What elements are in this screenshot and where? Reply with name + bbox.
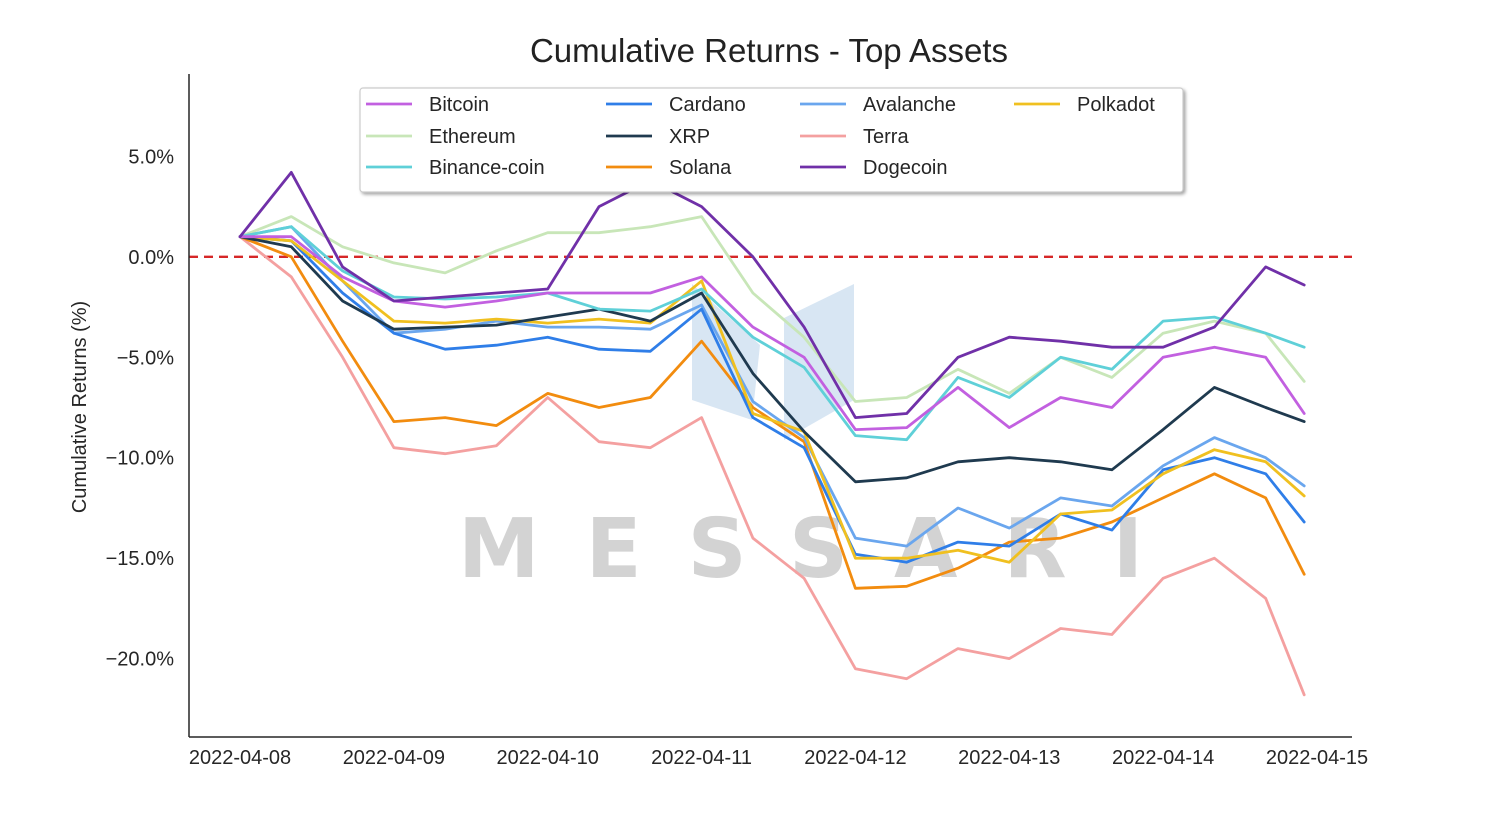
legend-box [359,87,1184,193]
y-tick-label: −5.0% [117,347,174,369]
series-line-cardano [238,235,1306,564]
legend-label: Ethereum [429,126,516,148]
legend-label: Dogecoin [863,157,948,179]
x-tick-label: 2022-04-08 [189,747,291,769]
messari-watermark: MESSARI [458,284,1189,597]
x-tick-label: 2022-04-11 [651,747,752,769]
x-tick-label: 2022-04-13 [958,747,1060,769]
series-line-polkadot [238,235,1306,564]
y-tick-label: −20.0% [106,649,175,671]
series-line-dogecoin [238,170,1306,420]
y-tick-label: 5.0% [128,146,174,168]
series-lines [238,170,1306,697]
series-line-terra [238,235,1306,697]
legend-label: Binance-coin [429,157,545,179]
y-tick-label: −15.0% [106,548,175,570]
chart-title: Cumulative Returns - Top Assets [530,32,1008,69]
series-line-bitcoin [238,235,1306,432]
y-axis-label: Cumulative Returns (%) [69,301,91,513]
series-line-ethereum [238,215,1306,403]
x-tick-label: 2022-04-09 [343,747,445,769]
legend-label: Avalanche [863,94,956,116]
y-axis: 5.0% 0.0% −5.0% −10.0% −15.0% −20.0% [106,146,175,670]
x-tick-label: 2022-04-10 [497,747,599,769]
legend-label: Bitcoin [429,94,489,116]
legend-label: Polkadot [1077,94,1155,116]
x-tick-label: 2022-04-15 [1266,747,1368,769]
x-tick-label: 2022-04-14 [1112,747,1214,769]
legend-label: Terra [863,126,909,148]
legend-label: Solana [669,157,732,179]
series-line-solana [238,235,1306,590]
x-axis: 2022-04-08 2022-04-09 2022-04-10 2022-04-11… [189,747,1368,769]
legend-label: Cardano [669,94,746,116]
x-tick-label: 2022-04-12 [804,747,906,769]
series-line-avalanche [238,225,1306,548]
y-tick-label: −10.0% [106,448,175,470]
series-line-xrp [238,235,1306,484]
legend: Bitcoin Ethereum Binance-coin Cardano XRP Sol… [359,87,1184,193]
watermark-text: MESSARI [458,502,1189,597]
y-tick-label: 0.0% [128,247,174,269]
legend-label: XRP [669,126,710,148]
